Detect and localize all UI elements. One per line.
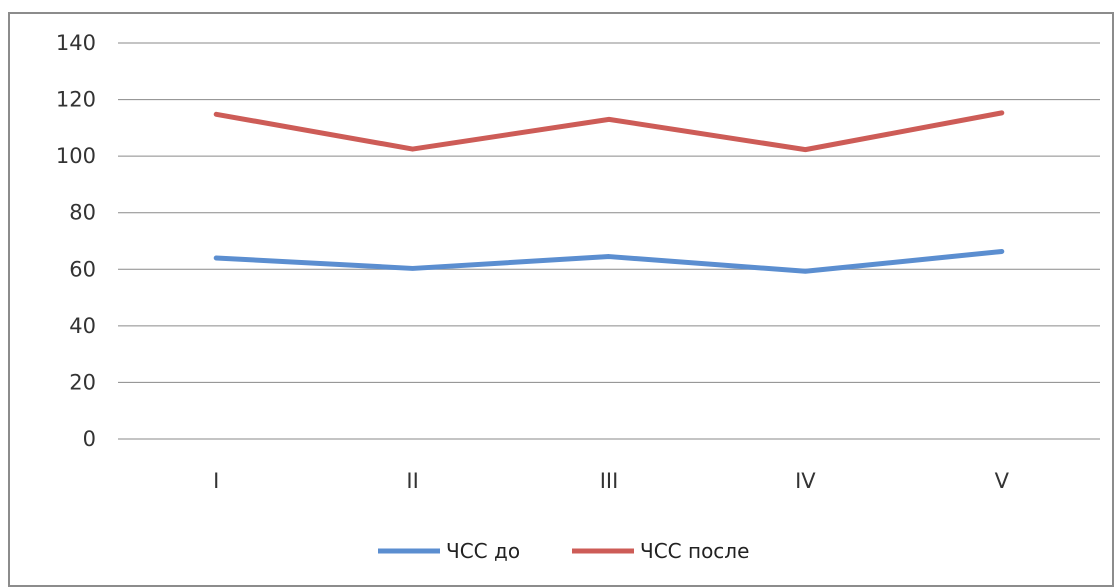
grid-layer [118,43,1100,439]
series-line-1 [216,251,1002,271]
series-line-2 [216,113,1002,150]
y-tick-label: 0 [83,427,96,451]
y-axis-ticks: 0 20 40 60 80 100 120 140 [56,31,96,451]
legend: ЧСС до ЧСС после [378,539,749,563]
x-tick-label: I [213,469,219,493]
legend-label: ЧСС до [446,539,520,563]
y-tick-label: 80 [69,201,96,225]
x-tick-label: III [600,469,619,493]
legend-label: ЧСС после [640,539,749,563]
x-tick-label: II [406,469,418,493]
y-tick-label: 20 [69,370,96,394]
y-tick-label: 60 [69,257,96,281]
x-tick-label: IV [795,469,816,493]
y-tick-label: 140 [56,31,96,55]
y-tick-label: 120 [56,88,96,112]
x-tick-label: V [995,469,1010,493]
y-tick-label: 100 [56,144,96,168]
series-layer [216,113,1002,272]
y-tick-label: 40 [69,314,96,338]
